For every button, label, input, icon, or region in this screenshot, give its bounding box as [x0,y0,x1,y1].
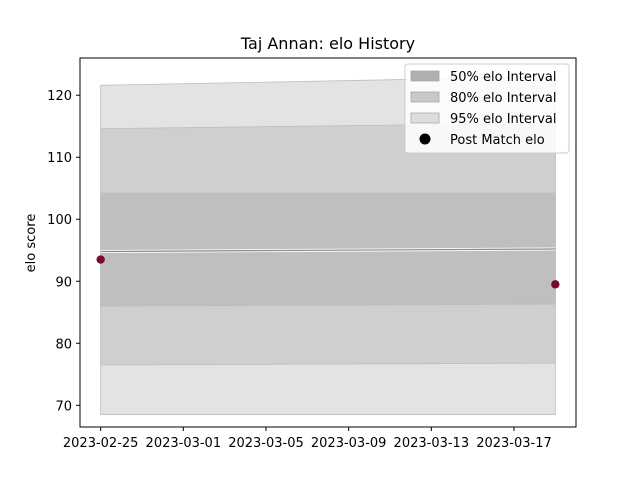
legend-label: 95% elo Interval [450,112,557,127]
y-tick-label: 90 [55,275,72,290]
y-tick-label: 120 [47,89,72,104]
x-axis-ticks: 2023-02-25 2023-03-01 2023-03-05 2023-03-09… [63,427,552,451]
x-tick-label: 2023-03-17 [476,436,552,451]
legend-marker [419,133,431,145]
plot-frame [79,57,577,428]
post-match-point [551,280,560,289]
y-tick-label: 100 [47,213,72,228]
x-tick-label: 2023-03-13 [394,436,470,451]
x-tick-label: 2023-02-25 [63,436,139,451]
legend-label: 80% elo Interval [450,91,557,106]
x-tick-label: 2023-03-01 [146,436,222,451]
mean-line-layer [100,247,556,253]
legend: 50% elo Interval 80% elo Interval 95% elo … [404,63,570,154]
y-axis-ticks: 70 80 90 100 110 120 [47,89,80,414]
y-tick-label: 80 [55,337,72,352]
post-match-point [96,255,105,264]
y-tick-label: 70 [55,399,72,414]
y-axis-label: elo score [24,214,39,273]
legend-label: Post Match elo [450,133,545,148]
legend-swatch [410,91,440,103]
x-tick-label: 2023-03-05 [228,436,304,451]
legend-box [404,63,570,154]
post-match-points [96,255,560,289]
x-tick-label: 2023-03-09 [311,436,387,451]
legend-label: 50% elo Interval [450,70,557,85]
legend-swatch [410,70,440,82]
legend-swatch [410,112,440,124]
y-tick-label: 110 [47,151,72,166]
mean-line [100,248,556,253]
chart-title: Taj Annan: elo History [240,34,415,53]
